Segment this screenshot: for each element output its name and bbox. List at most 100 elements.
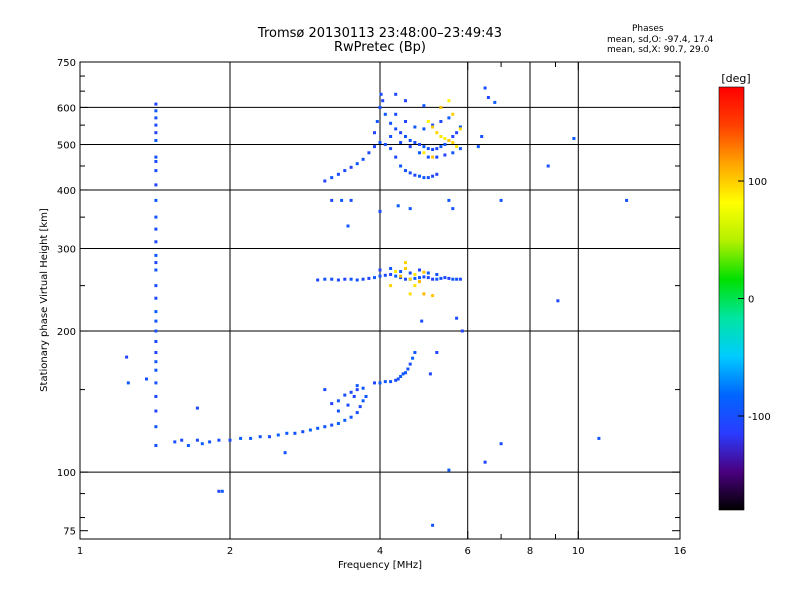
data-point [413, 173, 417, 177]
data-point [493, 100, 497, 104]
data-point [439, 105, 443, 109]
data-point [220, 489, 224, 493]
data-point [154, 198, 158, 202]
data-point [293, 431, 297, 435]
x-tick-label: 16 [674, 546, 687, 557]
x-tick-label: 8 [527, 546, 533, 557]
data-point [330, 277, 334, 281]
data-point [401, 372, 405, 376]
data-point [126, 381, 130, 385]
data-point [154, 183, 158, 187]
data-point [173, 440, 177, 444]
data-point [349, 390, 353, 394]
data-point [435, 131, 439, 135]
data-point [422, 292, 426, 296]
colorbar-tick-label: 0 [748, 295, 754, 306]
x-tick-label: 10 [572, 546, 585, 557]
data-point [154, 425, 158, 429]
data-point [336, 172, 340, 176]
data-point [349, 198, 353, 202]
data-point [389, 380, 393, 384]
data-point [154, 169, 158, 173]
data-point [373, 381, 376, 385]
data-point [426, 176, 430, 180]
data-point [373, 276, 376, 280]
data-point [435, 273, 439, 276]
data-point [154, 160, 158, 163]
data-point [443, 276, 447, 280]
data-point [406, 367, 410, 371]
data-point [389, 135, 393, 138]
data-point [443, 137, 447, 140]
data-point [154, 310, 158, 314]
data-point [154, 284, 158, 288]
data-point [447, 276, 451, 280]
data-point [125, 355, 129, 359]
data-point [383, 112, 387, 116]
data-point [480, 135, 484, 138]
data-point [154, 155, 158, 159]
data-point [154, 116, 158, 120]
data-point [404, 371, 407, 375]
data-point [145, 377, 148, 381]
x-tick-label: 2 [227, 546, 233, 557]
data-point [422, 151, 426, 155]
x-axis-label: Frequency [MHz] [338, 560, 422, 571]
data-point [435, 172, 439, 176]
data-point [330, 176, 334, 180]
data-point [431, 523, 435, 527]
data-point [383, 273, 387, 277]
chart-subtitle: RwPretec (Bp) [333, 40, 427, 55]
phases-o-stats: mean, sd,O: -97.4, 17.4 [607, 35, 714, 45]
data-point [154, 381, 158, 385]
data-point [431, 155, 435, 159]
data-point [195, 438, 199, 442]
data-point [154, 109, 158, 113]
data-point [408, 362, 412, 366]
data-point [217, 489, 221, 493]
data-point [378, 141, 382, 144]
data-point [426, 276, 430, 280]
data-point [435, 147, 439, 151]
data-point [389, 284, 393, 288]
data-point [399, 164, 403, 168]
data-point [408, 145, 412, 149]
data-point [443, 153, 447, 157]
data-point [154, 409, 158, 413]
data-point [413, 276, 417, 280]
data-point [404, 261, 407, 265]
data-point [383, 143, 387, 146]
data-point [375, 120, 379, 123]
y-tick-label: 75 [63, 527, 76, 538]
data-point [431, 294, 435, 298]
data-point [208, 440, 212, 444]
data-point [404, 267, 407, 270]
data-point [447, 198, 451, 202]
colorbar-ticks: 100 0 -100 [738, 177, 771, 423]
data-point [422, 275, 426, 279]
data-point [418, 174, 421, 178]
data-point [323, 388, 327, 392]
data-point [404, 135, 407, 138]
data-point [154, 329, 158, 333]
data-point [154, 444, 158, 447]
data-point [154, 123, 158, 127]
data-point [418, 143, 421, 146]
data-point [336, 422, 340, 425]
data-point [422, 270, 426, 274]
data-point [396, 377, 400, 381]
data-point [399, 375, 403, 378]
x-tick-label: 1 [77, 546, 83, 557]
data-point [399, 270, 403, 273]
data-point [451, 207, 455, 211]
data-point [389, 267, 393, 270]
data-point [154, 215, 158, 219]
data-point [154, 268, 158, 272]
data-point [352, 395, 356, 398]
data-point [447, 139, 451, 142]
data-point [572, 137, 576, 140]
data-point [447, 468, 451, 472]
data-point [426, 271, 430, 275]
data-point [378, 381, 382, 385]
data-point [404, 120, 407, 123]
